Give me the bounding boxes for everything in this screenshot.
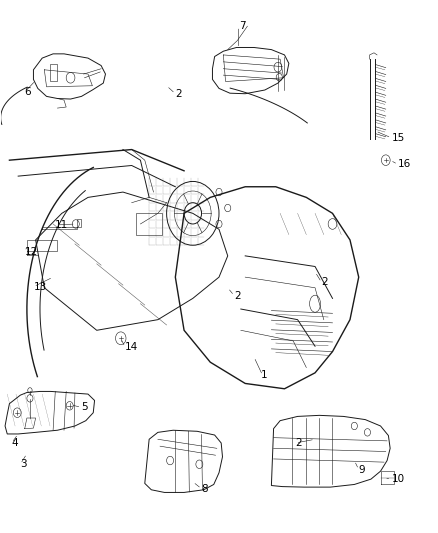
Text: 12: 12 bbox=[25, 247, 38, 256]
Text: 9: 9 bbox=[359, 465, 365, 474]
Text: 6: 6 bbox=[25, 87, 32, 97]
Text: 13: 13 bbox=[33, 282, 47, 292]
Text: 11: 11 bbox=[55, 220, 68, 230]
Text: 4: 4 bbox=[12, 438, 18, 448]
Text: 3: 3 bbox=[20, 459, 27, 469]
Text: 15: 15 bbox=[392, 133, 405, 143]
Text: 5: 5 bbox=[81, 402, 88, 413]
Text: 8: 8 bbox=[201, 484, 208, 494]
Text: 2: 2 bbox=[295, 438, 302, 448]
Text: 2: 2 bbox=[234, 290, 241, 301]
Text: 7: 7 bbox=[239, 21, 245, 31]
Text: 10: 10 bbox=[392, 474, 405, 484]
Text: 14: 14 bbox=[125, 342, 138, 352]
Text: 1: 1 bbox=[261, 370, 267, 381]
Text: 2: 2 bbox=[321, 278, 328, 287]
Text: 2: 2 bbox=[175, 88, 182, 99]
Text: 16: 16 bbox=[398, 159, 411, 169]
